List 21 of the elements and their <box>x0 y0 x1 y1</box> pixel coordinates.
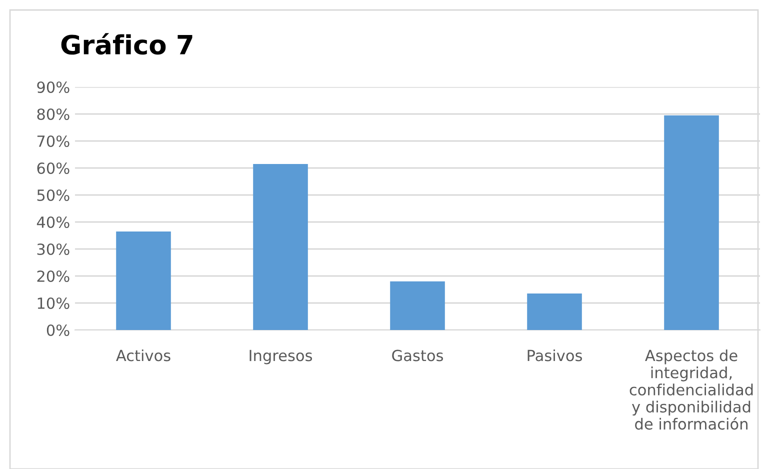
bar <box>527 294 582 330</box>
y-tick-label: 40% <box>36 216 70 228</box>
y-tick-label: 20% <box>37 270 70 282</box>
x-tick-label: Pasivos <box>528 349 582 362</box>
y-tick-label: 80% <box>37 108 70 120</box>
x-tick-label: Ingresos <box>250 350 312 364</box>
bar <box>664 115 719 330</box>
y-tick-label: 90% <box>37 81 70 94</box>
y-tick-label: 50% <box>37 189 70 202</box>
y-tick-label: 10% <box>38 297 70 310</box>
y-tick-label: 0% <box>46 324 70 336</box>
bar <box>116 231 171 330</box>
x-tick-label: Activos <box>116 349 170 362</box>
x-tick-label: Gastos <box>392 350 443 362</box>
bar <box>390 281 445 330</box>
bar <box>253 164 308 330</box>
y-tick-label: 30% <box>37 243 70 256</box>
y-tick-label: 70% <box>37 135 70 148</box>
chart-title: Gráfico 7 <box>61 33 192 55</box>
x-tick-label: Aspectos de integridad, confidencialidad y disponibilidad de información <box>630 349 753 430</box>
y-tick-label: 60% <box>37 162 70 174</box>
